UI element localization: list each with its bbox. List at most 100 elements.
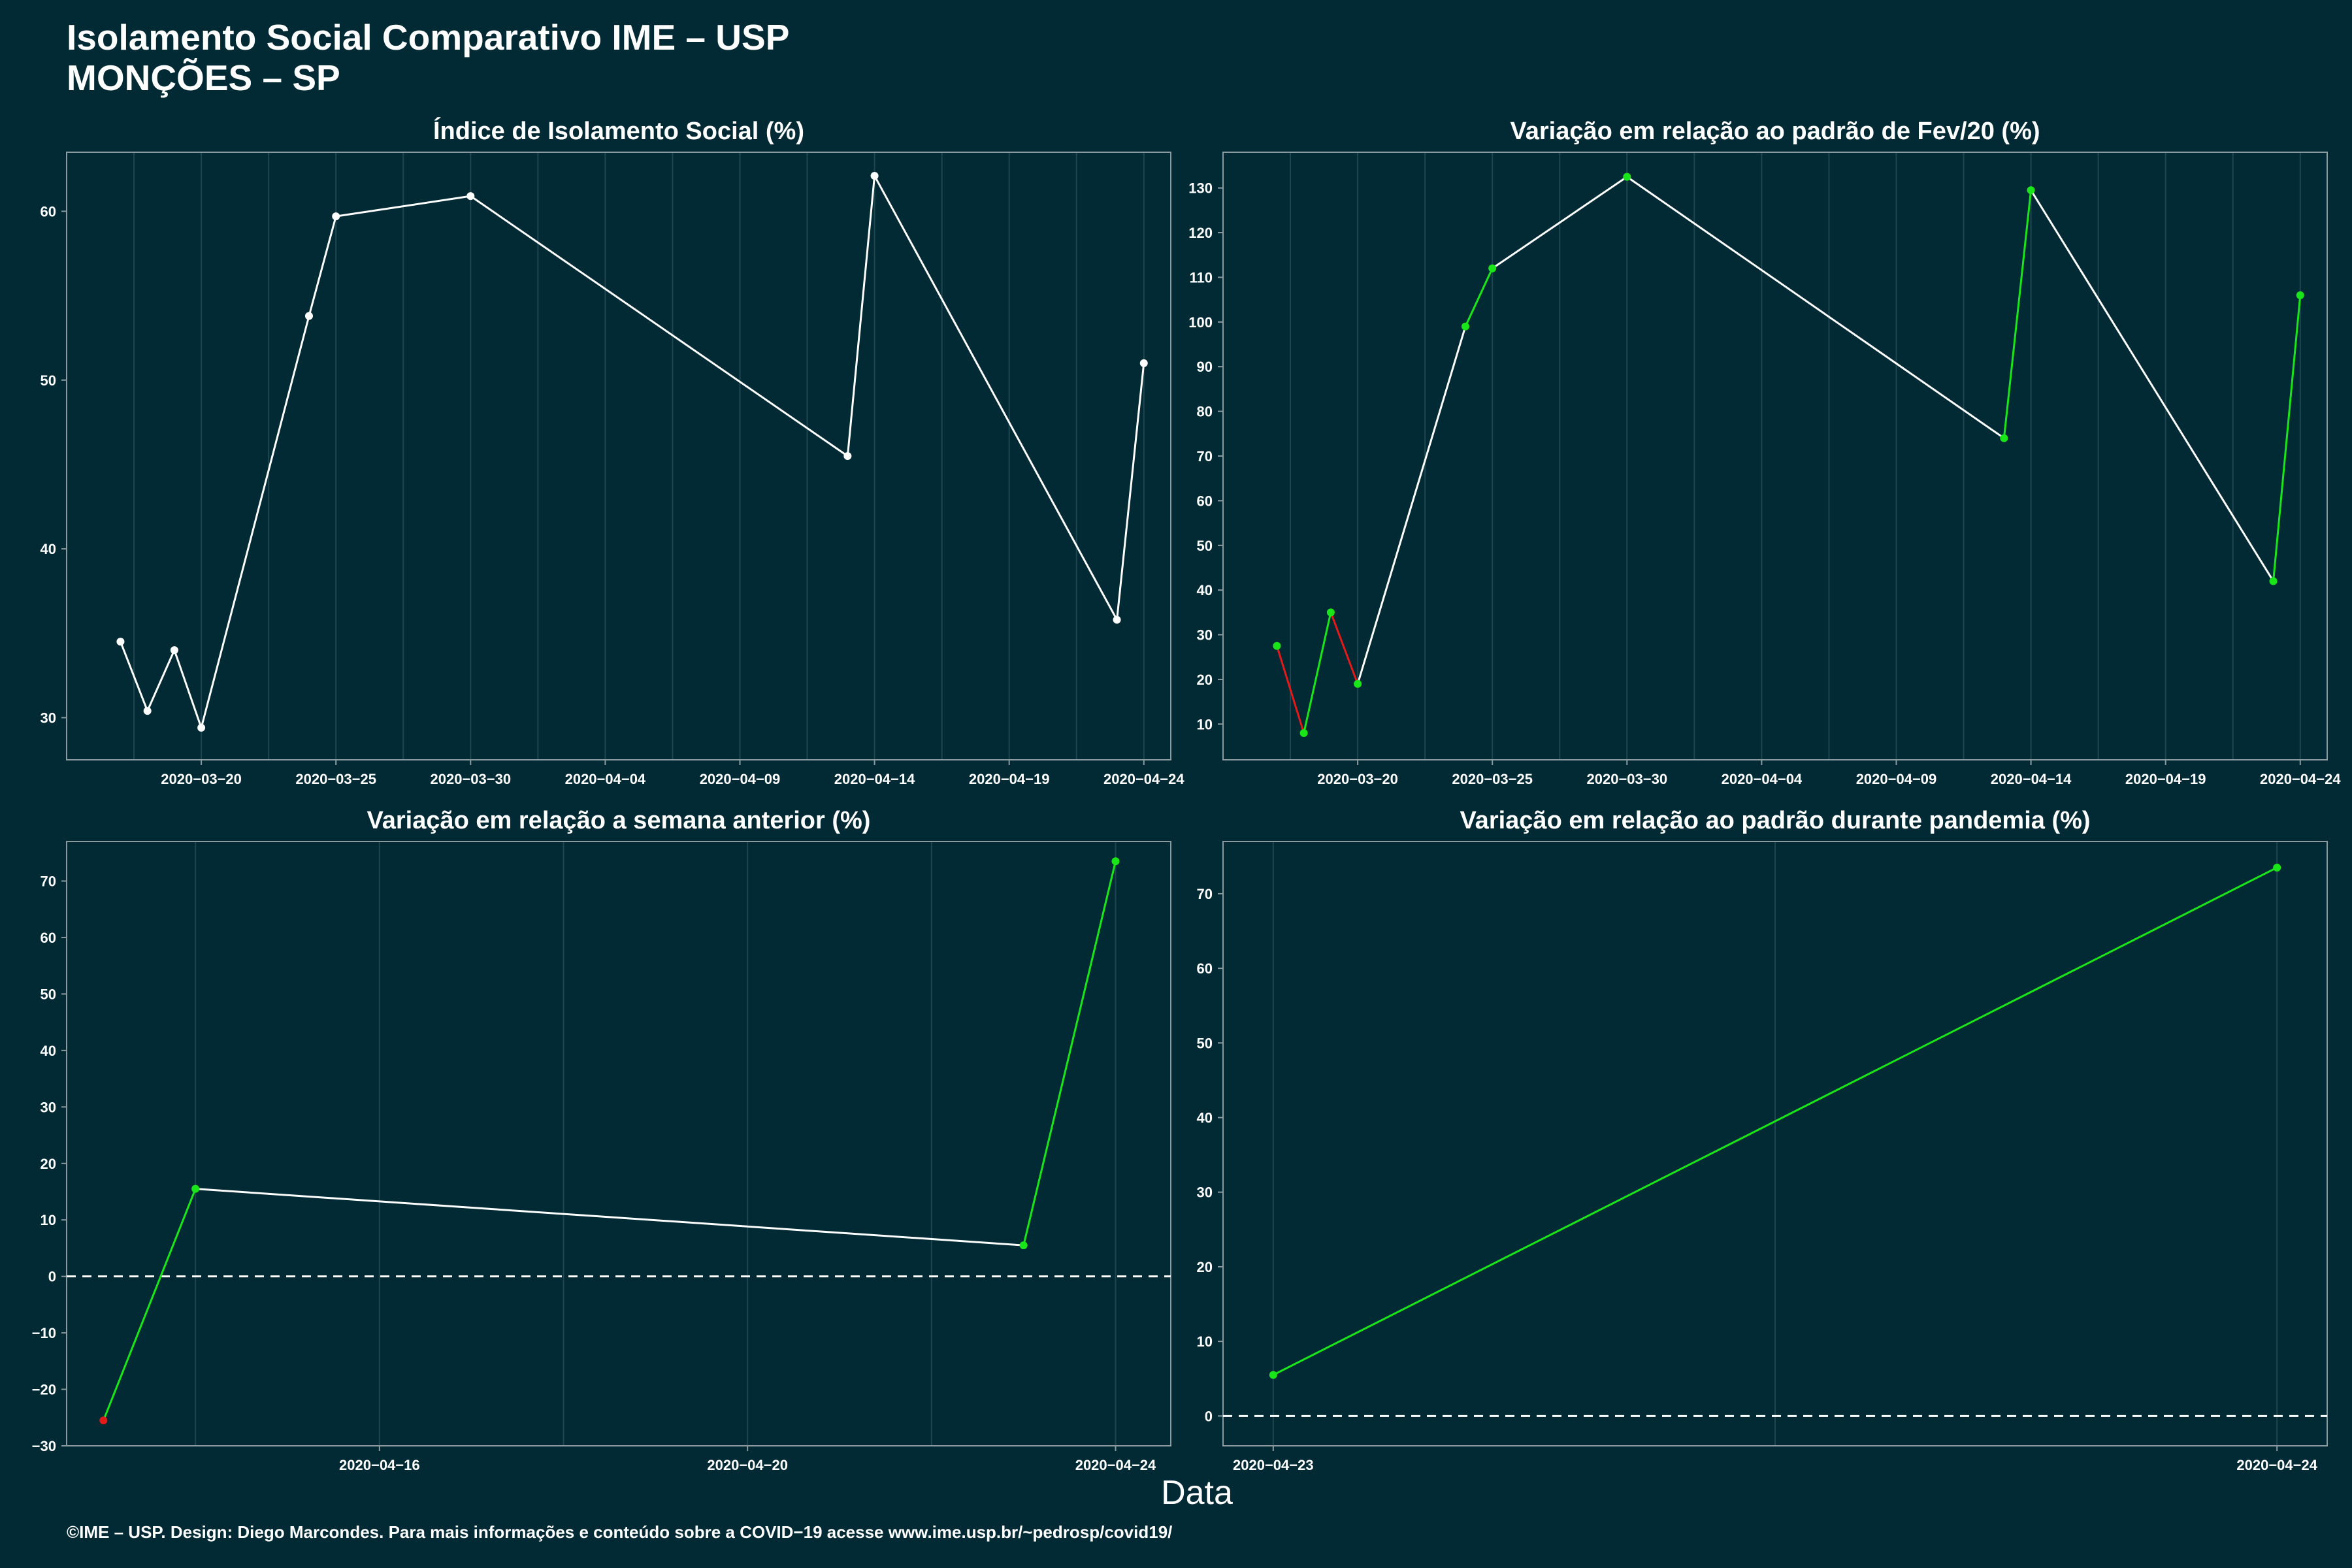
- footer-credit: ©IME – USP. Design: Diego Marcondes. Par…: [67, 1522, 1172, 1542]
- data-point: [2000, 434, 2008, 442]
- y-tick-label: 50: [41, 986, 56, 1002]
- x-tick-label: 2020−04−24: [1103, 771, 1184, 787]
- data-point: [1488, 264, 1497, 272]
- data-point: [197, 723, 206, 732]
- x-tick-label: 2020−04−24: [2260, 771, 2341, 787]
- x-tick-label: 2020−03−25: [295, 771, 376, 787]
- series-segment: [846, 176, 876, 457]
- series-segment: [1626, 176, 2005, 439]
- x-tick-label: 2020−04−19: [2125, 771, 2206, 787]
- series-segment: [173, 649, 203, 728]
- y-tick-label: 70: [41, 874, 56, 890]
- y-tick-label: 30: [41, 710, 56, 726]
- y-tick-label: −30: [32, 1438, 56, 1454]
- series-segment: [2030, 189, 2274, 582]
- panel-title: Índice de Isolamento Social (%): [433, 116, 804, 145]
- panel-isolation-index: Índice de Isolamento Social (%) 30 40 50 60 2…: [41, 116, 1185, 787]
- y-tick-label: 70: [1197, 886, 1213, 902]
- series-segment: [874, 175, 1118, 621]
- x-tick-label: 2020−03−30: [1587, 771, 1668, 787]
- x-tick-label: 2020−04−20: [707, 1457, 788, 1473]
- series-segment: [335, 195, 471, 218]
- series-segment: [1303, 612, 1332, 734]
- y-tick-label: 60: [1197, 960, 1213, 977]
- data-point: [304, 312, 313, 320]
- x-tick-label: 2020−04−09: [700, 771, 781, 787]
- y-tick-label: 30: [1197, 1184, 1213, 1201]
- plot-frame: [1222, 152, 2328, 760]
- data-point: [1111, 857, 1120, 866]
- y-tick-label: 110: [1190, 269, 1213, 286]
- x-tick-label: 2020−04−16: [339, 1457, 420, 1473]
- data-point: [466, 192, 475, 201]
- y-tick-label: 20: [1197, 1259, 1213, 1275]
- series-segment: [102, 1188, 197, 1421]
- series-segment: [308, 216, 337, 316]
- y-tick-label: 50: [1197, 538, 1213, 554]
- x-tick-label: 2020−04−14: [834, 771, 915, 787]
- data-point: [2027, 186, 2035, 195]
- data-point: [1299, 728, 1308, 737]
- data-point: [143, 707, 152, 715]
- series-segment: [1276, 645, 1305, 734]
- x-tick-label: 2020−03−25: [1452, 771, 1533, 787]
- y-tick-label: 0: [1205, 1408, 1213, 1424]
- data-point: [1273, 642, 1281, 650]
- y-tick-label: 120: [1188, 225, 1213, 241]
- y-tick-label: 0: [48, 1269, 56, 1285]
- plot-frame: [1222, 841, 2328, 1446]
- series-segment: [120, 641, 149, 711]
- x-tick-label: 2020−04−24: [2236, 1457, 2317, 1473]
- y-tick-label: 10: [1197, 1333, 1213, 1350]
- data-point: [1623, 172, 1631, 181]
- plot-frame: [66, 152, 1171, 760]
- x-tick-label: 2020−03−30: [431, 771, 512, 787]
- series-segment: [1330, 612, 1359, 685]
- series-segment: [2002, 189, 2033, 438]
- y-tick-label: 40: [1197, 1110, 1213, 1126]
- y-tick-label: 10: [41, 1212, 56, 1228]
- y-tick-label: 90: [1197, 359, 1213, 375]
- series-segment: [1464, 268, 1494, 327]
- plot-frame: [66, 841, 1171, 1446]
- x-tick-label: 2020−04−23: [1233, 1457, 1314, 1473]
- x-tick-label: 2020−04−24: [1075, 1457, 1156, 1473]
- x-axis-label: Data: [1161, 1474, 1233, 1512]
- x-tick-label: 2020−04−19: [969, 771, 1050, 787]
- y-tick-label: −10: [32, 1325, 56, 1341]
- y-tick-label: 60: [41, 930, 56, 946]
- y-tick-label: 20: [41, 1156, 56, 1172]
- y-tick-label: 100: [1188, 314, 1213, 331]
- x-tick-label: 2020−04−04: [1722, 771, 1803, 787]
- series-segment: [1356, 326, 1467, 685]
- y-tick-label: 60: [41, 203, 56, 220]
- y-tick-label: 50: [1197, 1035, 1213, 1051]
- y-tick-label: 80: [1197, 404, 1213, 420]
- data-point: [1326, 608, 1335, 617]
- data-point: [870, 172, 879, 180]
- data-point: [116, 638, 125, 646]
- panel-title: Variação em relação ao padrão de Fev/20 …: [1510, 118, 2040, 145]
- data-point: [1019, 1241, 1028, 1250]
- series-segment: [146, 649, 176, 711]
- series-segment: [200, 316, 310, 728]
- series-segment: [1273, 866, 2278, 1376]
- data-point: [1269, 1371, 1277, 1379]
- y-tick-label: 40: [41, 541, 56, 557]
- y-tick-label: 30: [1197, 627, 1213, 644]
- panel-title: Variação em relação ao padrão durante pa…: [1460, 807, 2090, 834]
- x-tick-label: 2020−03−20: [161, 771, 242, 787]
- data-point: [99, 1416, 108, 1425]
- data-point: [170, 646, 178, 655]
- x-tick-label: 2020−04−04: [565, 771, 646, 787]
- y-tick-label: 30: [41, 1099, 56, 1115]
- figure-title: Isolamento Social Comparativo IME – USP: [67, 17, 789, 57]
- y-tick-label: 10: [1197, 716, 1213, 732]
- series-segment: [195, 1188, 1024, 1247]
- y-tick-label: 20: [1197, 672, 1213, 688]
- figure-subtitle: MONÇÕES – SP: [67, 57, 340, 98]
- y-tick-label: 40: [41, 1043, 56, 1059]
- data-point: [843, 452, 852, 460]
- x-tick-label: 2020−03−20: [1317, 771, 1398, 787]
